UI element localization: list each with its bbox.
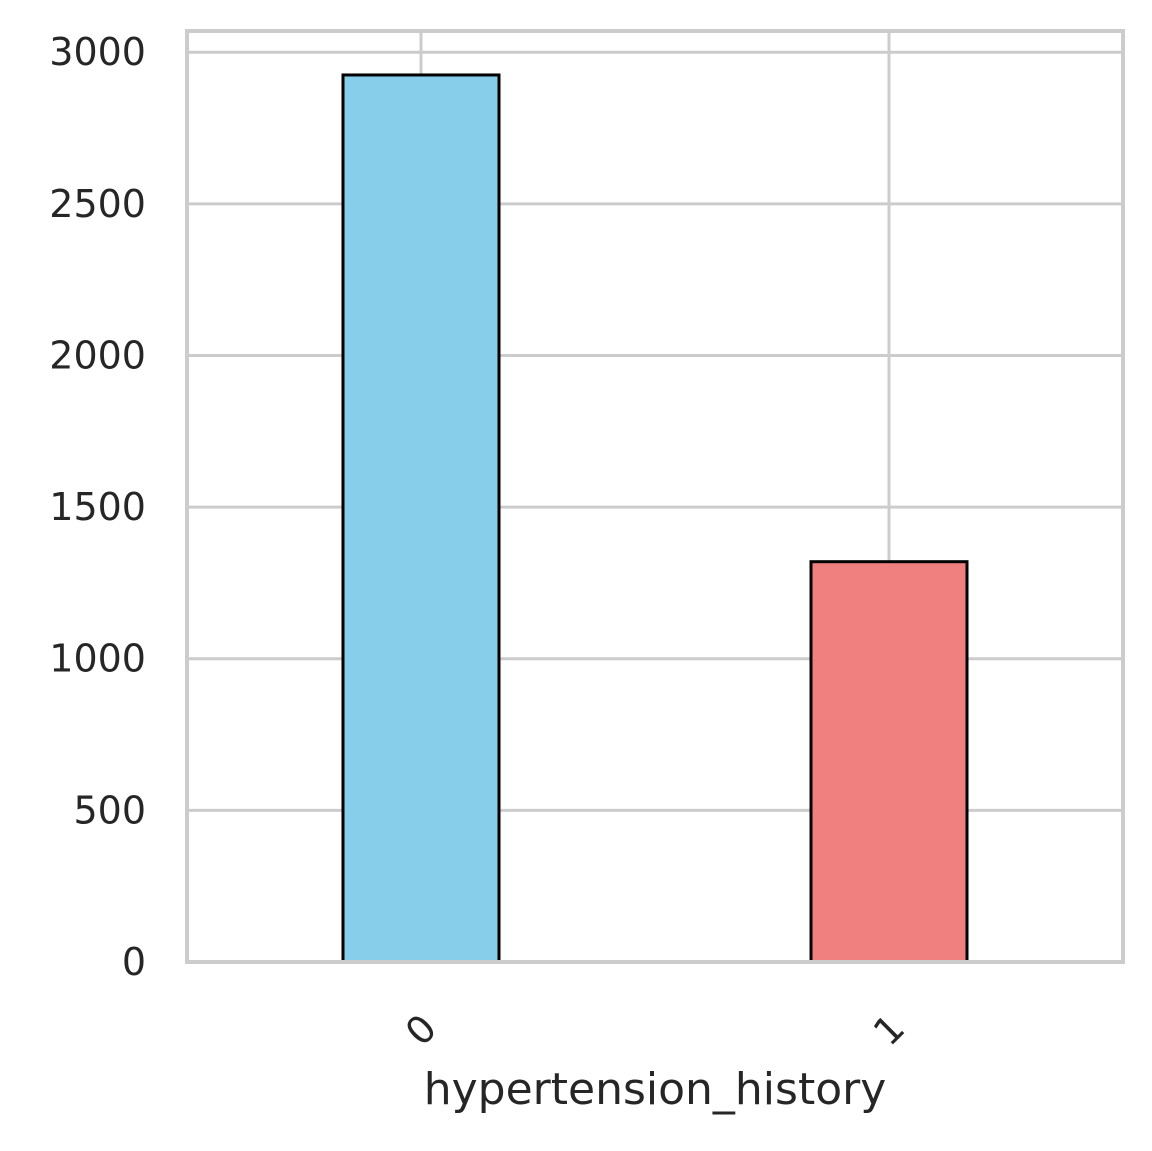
y-tick-label: 2500: [49, 182, 146, 226]
x-tick-label: 1: [865, 1006, 913, 1054]
y-tick-label: 3000: [49, 30, 146, 74]
bars: [341, 73, 969, 964]
y-tick-label: 0: [122, 940, 146, 984]
bar-0: [341, 73, 501, 964]
y-tick-label: 2000: [49, 333, 146, 377]
y-tick-label: 1500: [49, 485, 146, 529]
y-tick-label: 1000: [49, 637, 146, 681]
y-tick-label: 500: [73, 788, 146, 832]
bar-1: [809, 560, 969, 964]
axes-frame: [185, 29, 1125, 964]
x-axis-label: hypertension_history: [424, 1064, 887, 1115]
plot-frame: [185, 29, 1125, 964]
x-tick-label: 0: [397, 1006, 445, 1054]
grid-lines: [187, 31, 1123, 964]
y-tick-labels: 0 500 1000 1500 2000 2500 3000: [49, 30, 146, 984]
